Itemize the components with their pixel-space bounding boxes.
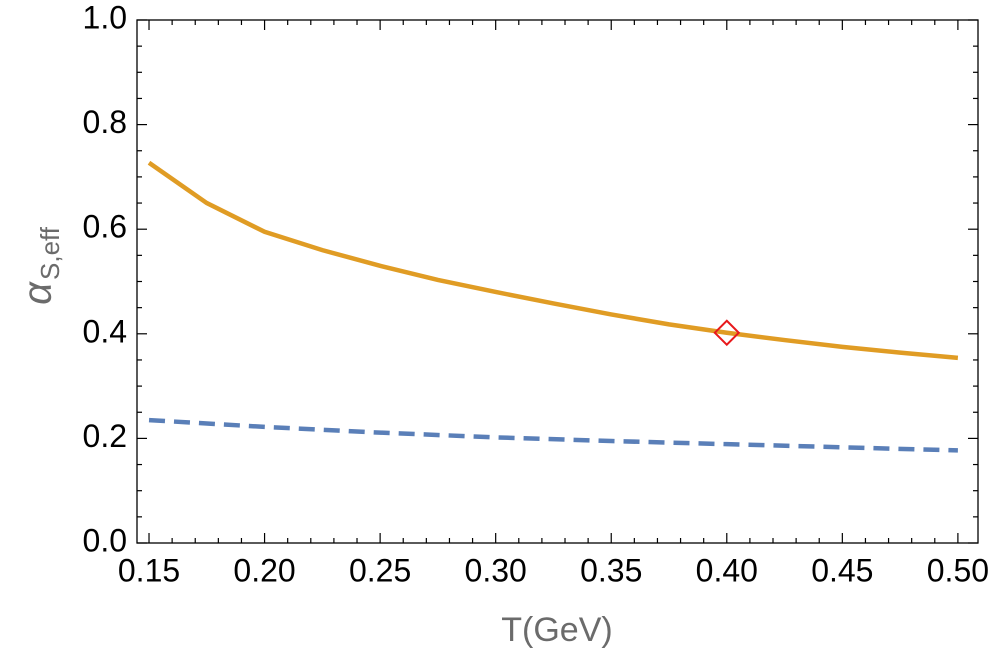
x-tick-label: 0.50 xyxy=(927,552,989,588)
x-tick-label: 0.40 xyxy=(696,552,758,588)
y-label-symbol: α xyxy=(16,281,60,305)
y-tick-label: 1.0 xyxy=(83,0,127,35)
marker xyxy=(713,319,741,347)
plot-frame xyxy=(136,19,979,544)
line-series xyxy=(147,160,959,361)
x-tick-label: 0.20 xyxy=(233,552,295,588)
x-tick-label: 0.15 xyxy=(118,552,180,588)
y-tick-label: 0.4 xyxy=(83,313,127,349)
x-axis-label: T(GeV) xyxy=(501,611,612,649)
y-tick-label: 0.0 xyxy=(83,522,127,558)
x-tick-label: 0.45 xyxy=(811,552,873,588)
y-tick-label: 0.8 xyxy=(83,104,127,140)
y-label-subscript: S,eff xyxy=(35,226,65,280)
x-tick-label: 0.25 xyxy=(349,552,411,588)
x-tick-label: 0.35 xyxy=(580,552,642,588)
y-tick-label: 0.6 xyxy=(83,209,127,245)
y-axis-label: α S,eff xyxy=(16,226,65,305)
x-tick-label: 0.30 xyxy=(465,552,527,588)
y-tick-label: 0.2 xyxy=(83,418,127,454)
line-series xyxy=(148,417,958,453)
